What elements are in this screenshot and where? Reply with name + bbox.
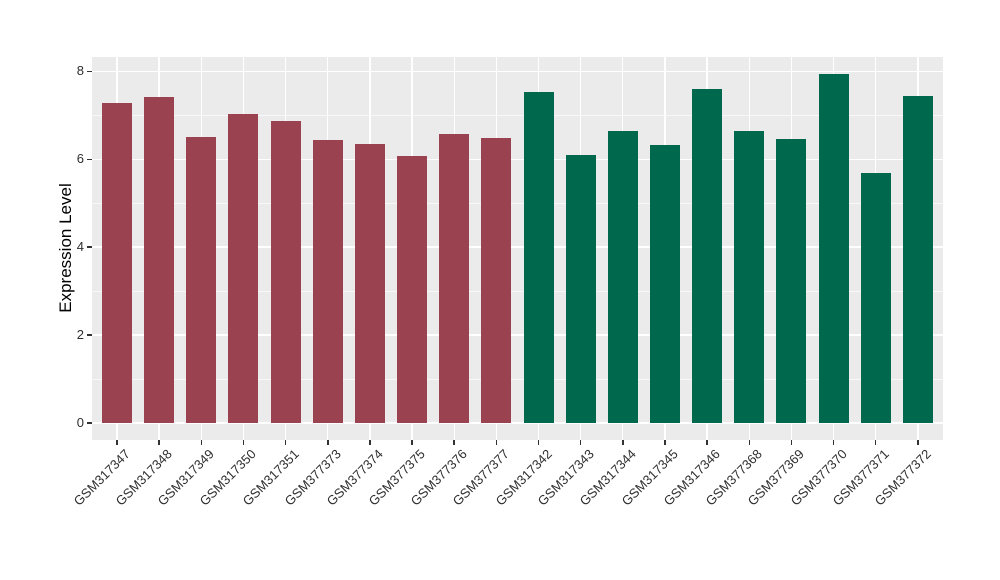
bar-GSM377373	[312, 140, 343, 423]
minor-gridline	[92, 203, 943, 205]
bar-GSM317349	[186, 136, 217, 423]
bar-GSM317351	[270, 121, 301, 423]
bar-GSM377376	[439, 134, 470, 423]
y-tick-mark	[87, 158, 92, 161]
x-tick-mark	[242, 440, 245, 445]
bar-GSM377377	[481, 138, 512, 423]
y-tick-label: 2	[76, 327, 84, 343]
minor-gridline	[92, 115, 943, 117]
x-tick-mark	[579, 440, 582, 445]
bar-GSM317350	[228, 114, 259, 423]
x-tick-mark	[158, 440, 160, 445]
bar-GSM317348	[144, 96, 175, 423]
x-tick-mark	[495, 440, 498, 445]
x-tick-mark	[917, 440, 919, 445]
y-tick-label: 4	[76, 239, 84, 255]
bar-GSM317347	[102, 102, 132, 423]
plot-panel	[92, 57, 943, 440]
y-tick-label: 6	[76, 151, 84, 167]
x-tick-mark	[369, 440, 371, 445]
x-tick-mark	[832, 440, 835, 445]
y-tick-mark	[87, 70, 92, 73]
bar-GSM377374	[354, 143, 385, 423]
major-gridline	[92, 334, 943, 336]
y-tick-label: 0	[76, 415, 84, 430]
y-tick-mark	[87, 246, 92, 248]
major-gridline	[92, 70, 943, 73]
x-tick-mark	[116, 440, 118, 445]
bar-GSM377369	[776, 138, 807, 423]
x-tick-mark	[622, 440, 624, 445]
x-tick-mark	[411, 440, 413, 445]
x-tick-mark	[284, 440, 287, 445]
x-tick-mark	[537, 440, 540, 445]
bar-GSM317343	[565, 154, 596, 423]
bar-GSM377375	[397, 155, 428, 423]
x-tick-mark	[706, 440, 708, 445]
bar-GSM377371	[860, 172, 891, 423]
bar-GSM317344	[607, 131, 638, 423]
x-tick-mark	[453, 440, 455, 445]
major-gridline	[92, 246, 943, 248]
minor-gridline	[92, 291, 943, 292]
major-gridline	[92, 158, 943, 161]
x-tick-mark	[664, 440, 666, 445]
x-tick-mark	[327, 440, 329, 445]
major-gridline	[92, 422, 943, 424]
x-tick-mark	[200, 440, 203, 445]
x-tick-mark	[790, 440, 793, 445]
bar-GSM377372	[902, 95, 933, 423]
bar-GSM377368	[734, 131, 765, 423]
bar-GSM377370	[818, 74, 849, 423]
x-tick-mark	[748, 440, 750, 445]
y-tick-label: 8	[76, 63, 84, 79]
bar-GSM317345	[649, 144, 680, 423]
y-tick-mark	[87, 334, 92, 336]
bar-GSM317342	[523, 92, 554, 423]
minor-gridline	[92, 379, 943, 380]
x-tick-mark	[874, 440, 877, 445]
bar-GSM317346	[692, 89, 723, 423]
y-tick-mark	[87, 422, 92, 424]
